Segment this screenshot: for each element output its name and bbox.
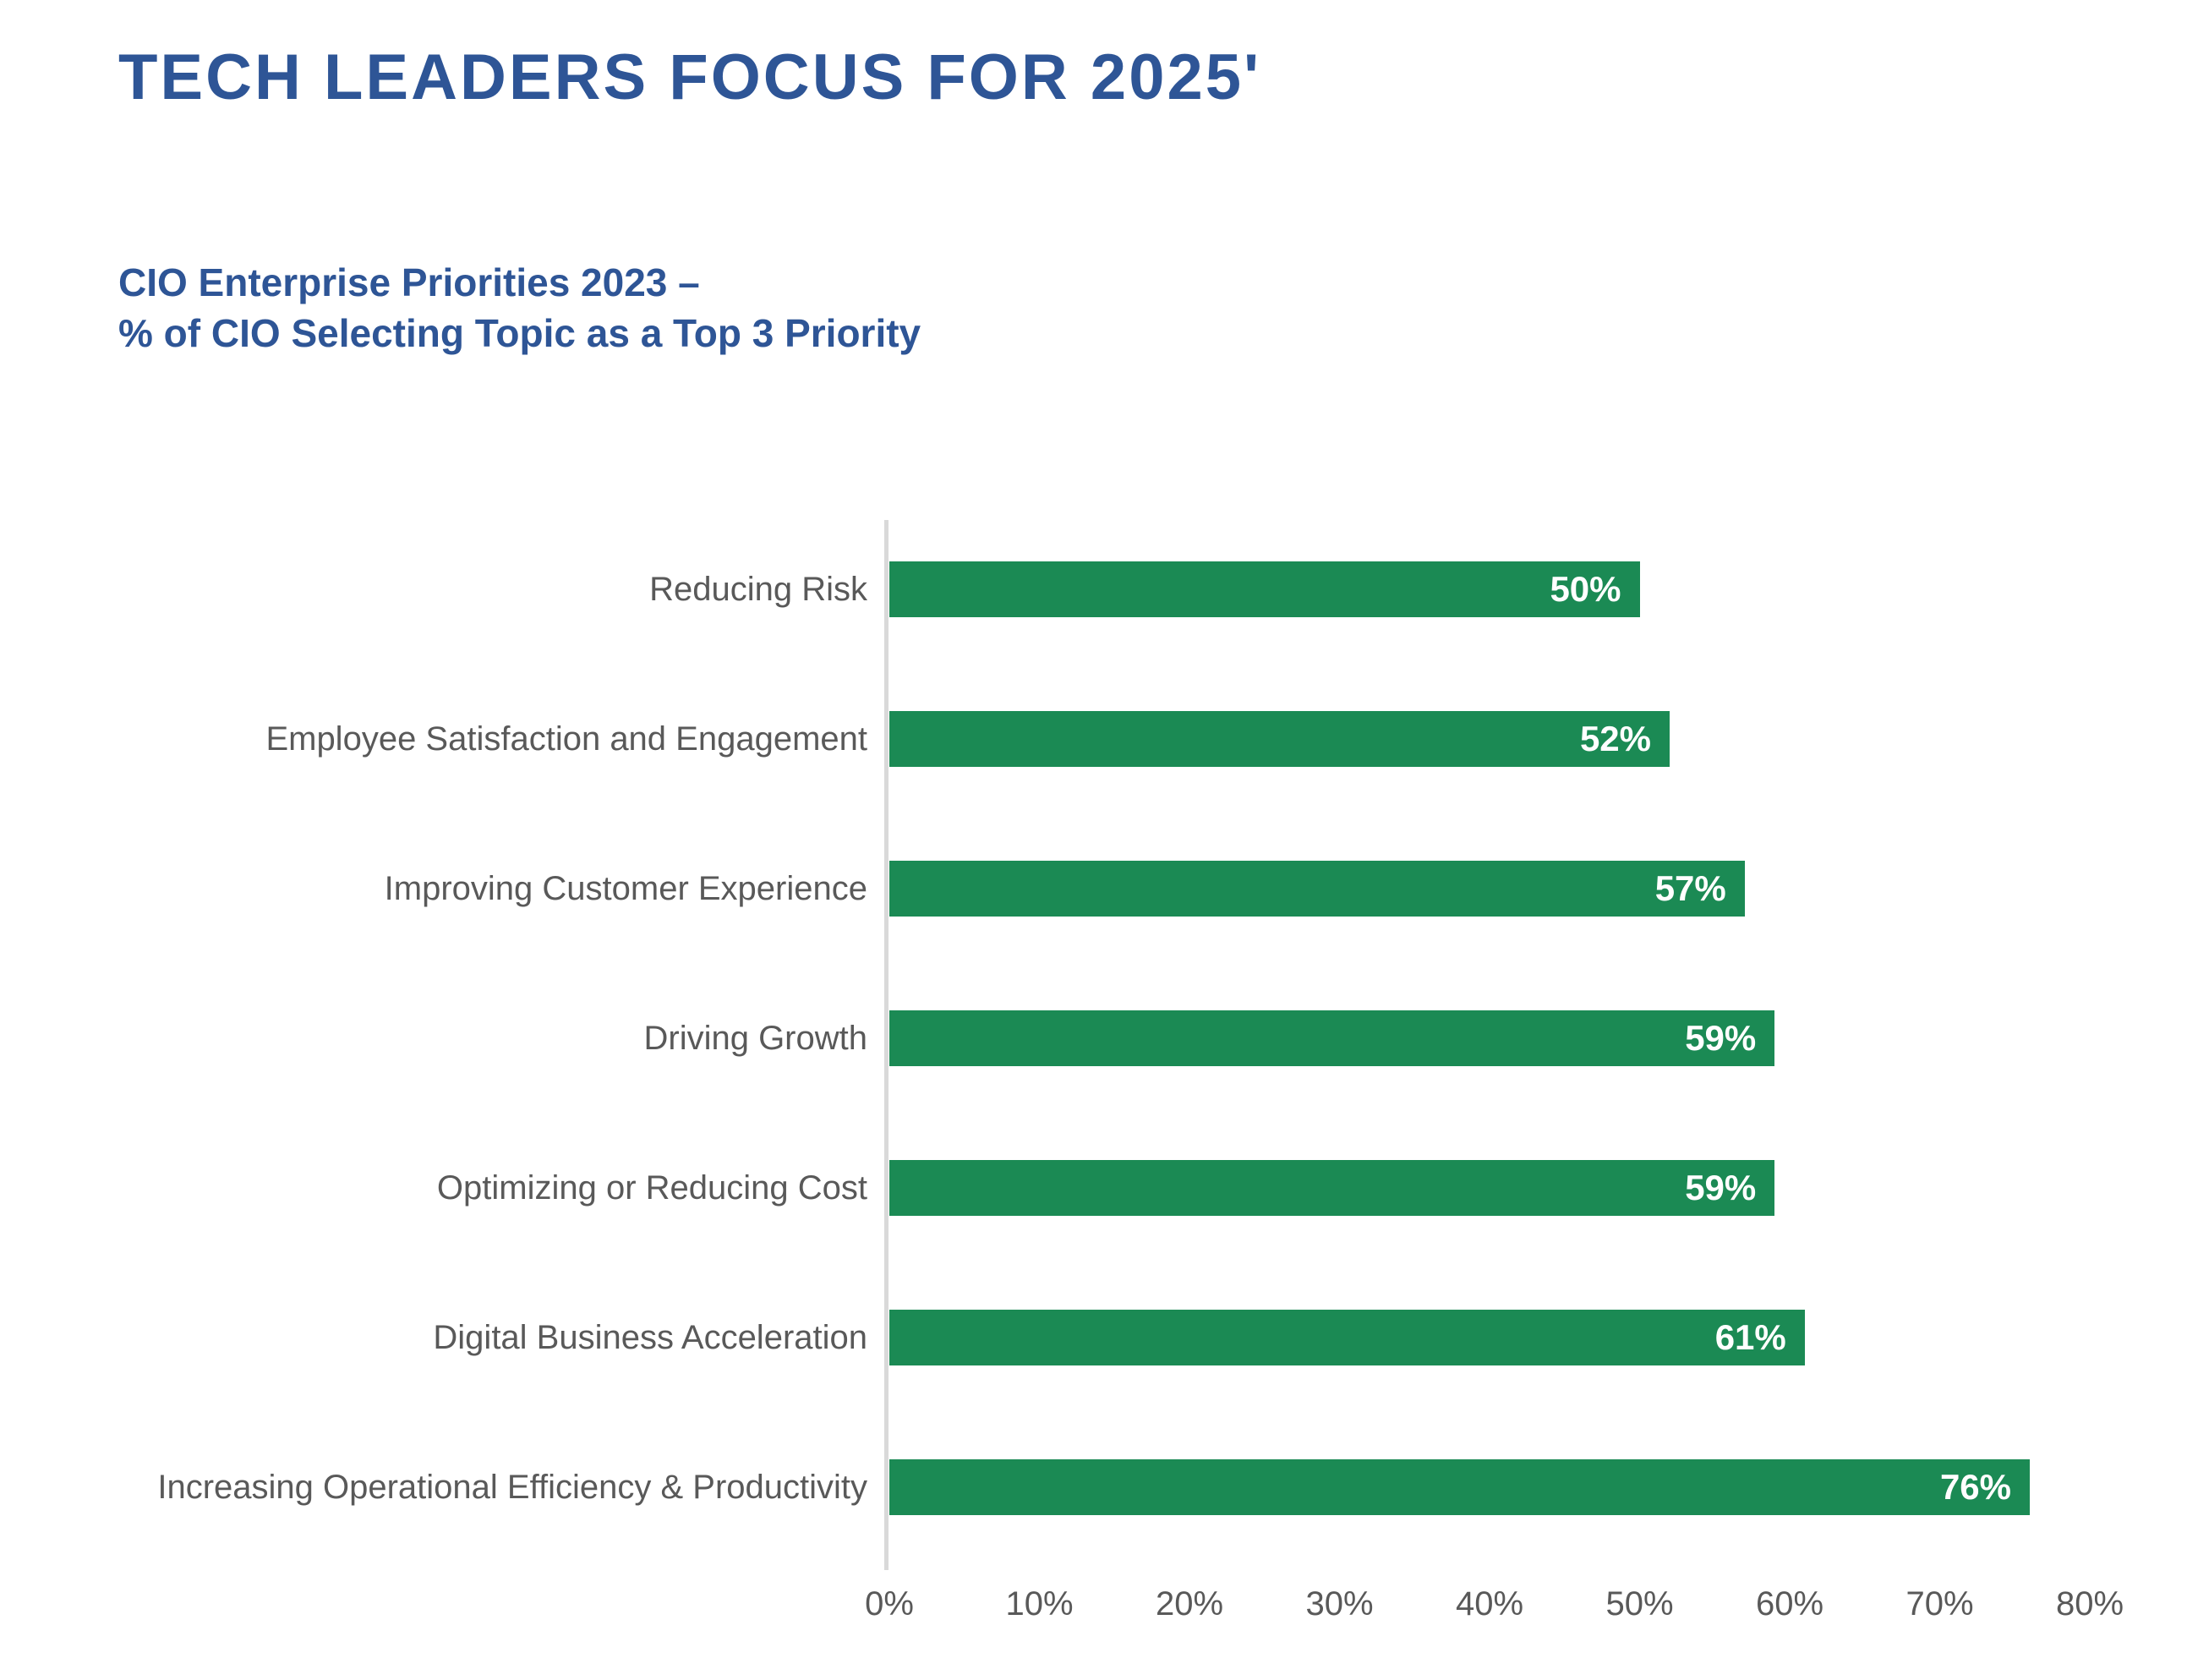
bar-row: Increasing Operational Efficiency & Prod… [157,1459,2090,1515]
chart-subtitle-line-2: % of CIO Selecting Topic as a Top 3 Prio… [118,310,921,355]
y-axis-line [884,520,888,1570]
bar-category-label: Employee Satisfaction and Engagement [265,720,867,758]
x-axis-tick-label: 60% [1755,1585,1824,1623]
x-axis-tick-label: 70% [1905,1585,1974,1623]
bar[interactable]: 57% [889,861,1745,917]
bar-category-label: Reducing Risk [649,571,867,608]
bar-category-label: Increasing Operational Efficiency & Prod… [157,1469,867,1506]
x-axis-tick-label: 30% [1305,1585,1374,1623]
bar-row: Improving Customer Experience 57% [385,861,2090,917]
bar[interactable]: 76% [889,1459,2030,1515]
bar-value-label: 57% [1654,868,1726,908]
bar-row: Employee Satisfaction and Engagement 52% [265,711,2090,767]
x-axis-tick-label: 0% [865,1585,914,1623]
bar[interactable]: 50% [889,561,1640,617]
x-axis: 0% 10% 20% 30% 40% 50% 60% 70% 80% [0,1587,2198,1646]
x-axis-tick-label: 20% [1155,1585,1224,1623]
bar-value-label: 59% [1685,1018,1757,1058]
chart-subtitle-line-1: CIO Enterprise Priorities 2023 – [118,260,700,304]
x-axis-tick-label: 40% [1455,1585,1524,1623]
bar-row: Reducing Risk 50% [649,561,2090,617]
bar-category-label: Driving Growth [643,1020,867,1057]
bar-row: Optimizing or Reducing Cost 59% [437,1160,2090,1216]
bar-category-label: Optimizing or Reducing Cost [436,1169,867,1207]
bar[interactable]: 59% [889,1160,1775,1216]
x-axis-tick-label: 80% [2055,1585,2124,1623]
bar-value-label: 52% [1579,719,1651,758]
bar-value-label: 50% [1550,569,1621,609]
page-title: TECH LEADERS FOCUS FOR 2025' [118,41,1262,113]
bar-category-label: Digital Business Acceleration [433,1319,867,1356]
x-axis-tick-label: 10% [1005,1585,1074,1623]
bar-value-label: 61% [1714,1317,1786,1357]
bar-row: Digital Business Acceleration 61% [433,1310,2090,1365]
bar-category-label: Improving Customer Experience [384,870,867,907]
bar[interactable]: 52% [889,711,1670,767]
bar-value-label: 76% [1939,1467,2011,1507]
bar-row: Driving Growth 59% [643,1010,2090,1066]
chart-subtitle: CIO Enterprise Priorities 2023 – % of CI… [118,258,921,359]
x-axis-tick-label: 50% [1605,1585,1674,1623]
chart-plot-area: Reducing Risk 50% Employee Satisfaction an… [157,520,2090,1570]
bar-value-label: 59% [1685,1168,1757,1207]
bar[interactable]: 61% [889,1310,1805,1365]
bar[interactable]: 59% [889,1010,1775,1066]
